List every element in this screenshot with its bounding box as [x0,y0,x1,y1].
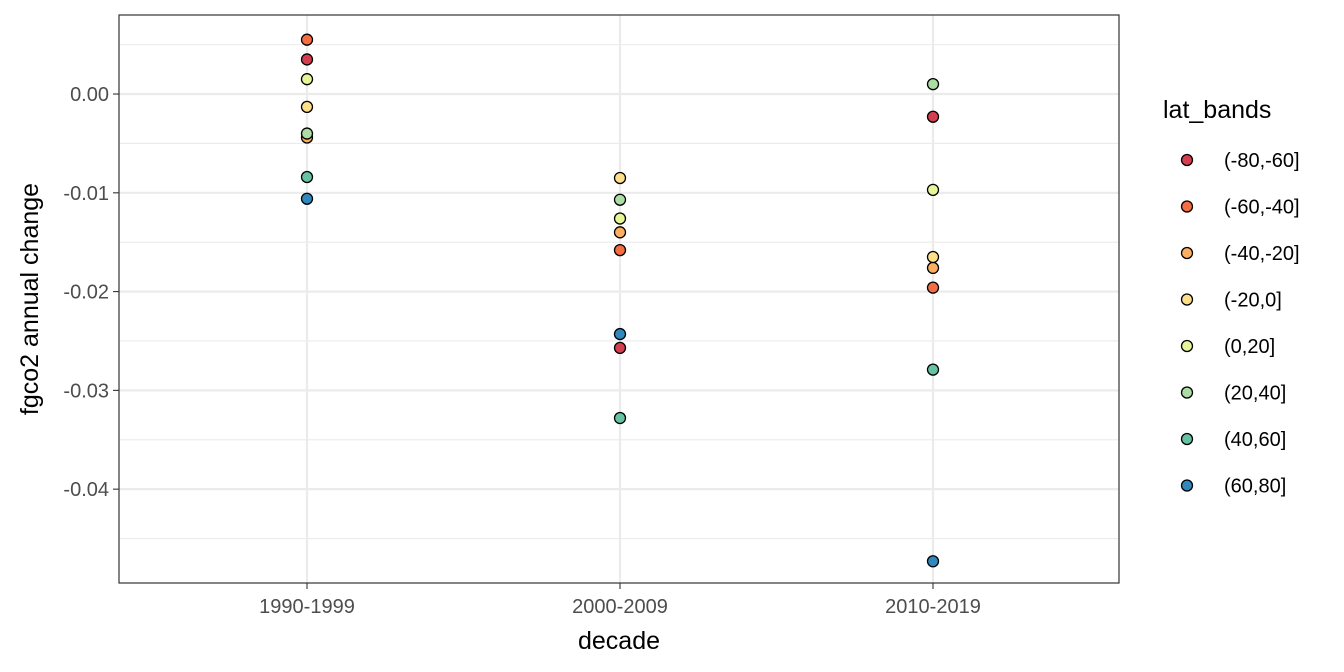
legend-label: (-80,-60] [1224,150,1300,172]
legend-label: (60,80] [1224,476,1286,498]
legend-key [1180,200,1194,213]
x-tick-label: 2010-2019 [885,596,981,618]
x-axis: 1990-1999 2000-2009 2010-2019 [259,583,981,618]
y-tick-label: -0.01 [63,183,109,205]
data-point [926,363,940,376]
data-point [613,226,627,239]
data-point [613,171,627,185]
legend-label: (20,40] [1224,383,1286,405]
legend-key [1180,246,1194,260]
legend-key [1180,386,1194,399]
y-tick-label: 0.00 [70,84,109,106]
legend-key [1180,293,1194,306]
y-tick-label: -0.02 [63,282,109,304]
data-point [613,193,627,206]
data-point [300,192,314,205]
panel-border [118,14,1120,584]
data-points [300,33,940,568]
data-point [300,33,314,46]
data-point [613,243,627,257]
legend-items: (-80,-60] (-60,-40] (-40,-20] (-20,0] (0,20]… [1180,150,1300,498]
data-point [613,327,627,341]
data-point [613,341,627,355]
legend-label: (-40,-20] [1224,243,1300,265]
data-point [613,212,627,225]
data-point [926,281,940,294]
x-tick-label: 2000-2009 [572,596,668,618]
legend-key [1180,479,1194,492]
y-tick-label: -0.04 [63,479,109,501]
data-point [300,53,314,66]
x-axis-title: decade [578,627,660,655]
data-point [300,170,314,184]
data-point [926,110,940,123]
y-axis: 0.00 -0.01 -0.02 -0.03 -0.04 [63,84,119,501]
data-point [300,100,314,114]
legend-label: (0,20] [1224,336,1275,358]
data-point [926,555,940,568]
data-point [300,73,314,86]
legend-key [1180,339,1194,353]
data-point [300,127,314,140]
legend-label: (-60,-40] [1224,197,1300,219]
y-tick-label: -0.03 [63,380,109,402]
legend-key [1180,432,1194,446]
data-point [926,261,940,275]
data-point [926,183,940,196]
x-tick-label: 1990-1999 [259,596,355,618]
legend-label: (40,60] [1224,429,1286,451]
legend-key [1180,153,1194,167]
legend-label: (-20,0] [1224,290,1282,312]
legend: lat_bands (-80,-60] (-60,-40] (-40,-20] (-2… [1163,96,1300,498]
legend-title: lat_bands [1163,96,1271,124]
y-axis-title: fgco2 annual change [16,183,44,415]
data-point [926,250,940,264]
data-point [613,411,627,425]
data-point [926,77,940,91]
